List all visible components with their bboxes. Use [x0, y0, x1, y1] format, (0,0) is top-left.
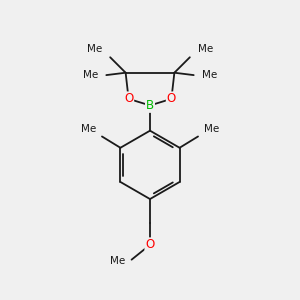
Text: Me: Me: [204, 124, 219, 134]
Text: B: B: [146, 99, 154, 112]
Text: O: O: [146, 238, 154, 251]
Text: O: O: [124, 92, 133, 105]
Text: Me: Me: [110, 256, 126, 266]
Text: Me: Me: [87, 44, 102, 54]
Text: O: O: [167, 92, 176, 105]
Text: Me: Me: [83, 70, 98, 80]
Text: Me: Me: [198, 44, 213, 54]
Text: Me: Me: [81, 124, 96, 134]
Text: Me: Me: [202, 70, 217, 80]
